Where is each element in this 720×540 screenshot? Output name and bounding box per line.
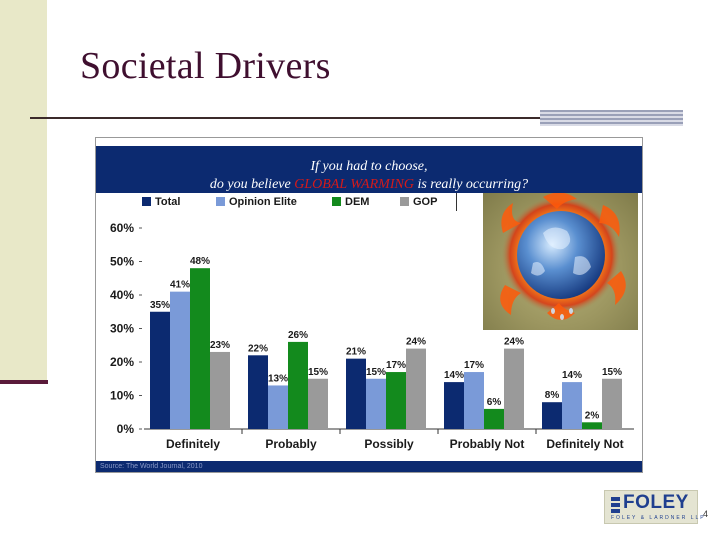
y-tick-label: 60% [110, 221, 134, 235]
side-accent-bar [0, 0, 47, 383]
legend-item-total: Total [142, 196, 180, 208]
title-underline-accent [540, 110, 683, 126]
bar-total-definitely [150, 311, 170, 429]
bar-chart: 0% 10% 20% 30% 40% 50% 60% 35%41% 48% 23% Definite… [110, 221, 634, 451]
bar-dem-definitely-not [582, 422, 602, 429]
chart-legend: Total Opinion Elite DEM GOP [96, 193, 457, 211]
legend-label-total: Total [155, 196, 181, 208]
chart-title-line1: If you had to choose, [310, 159, 428, 174]
legend-item-dem: DEM [332, 196, 369, 208]
x-tick-label: Definitely [166, 437, 220, 451]
data-label: 21% [346, 347, 366, 358]
foley-logo-subtitle: FOLEY & LARDNER LLP [611, 515, 706, 521]
y-tick-label: 10% [110, 389, 134, 403]
data-label: 14% [562, 370, 582, 381]
slide-title: Societal Drivers [80, 45, 331, 87]
bar-dem-probably [288, 341, 308, 429]
side-accent-edge [0, 380, 48, 384]
chart-title-text-end: is really occurring? [413, 177, 529, 192]
data-label: 23% [210, 340, 230, 351]
burning-globe-icon [500, 193, 626, 320]
chart-header: If you had to choose, do you believe GLO… [96, 146, 642, 193]
y-tick-label: 30% [110, 322, 134, 336]
bar-total-probably [248, 355, 268, 429]
bar-dem-definitely [190, 268, 210, 429]
bar-gop-probably-not [504, 348, 524, 429]
foley-logo-mark-icon [611, 497, 620, 515]
data-label: 8% [545, 390, 560, 401]
data-label: 2% [585, 410, 600, 421]
bar-opinion-elite-probably-not [464, 372, 484, 429]
bar-total-probably-not [444, 382, 464, 429]
bar-opinion-elite-definitely [170, 291, 190, 429]
bar-gop-definitely [210, 351, 230, 429]
data-label: 26% [288, 330, 308, 341]
y-tick-label: 0% [117, 422, 135, 436]
bar-total-possibly [346, 358, 366, 429]
data-label: 14% [444, 370, 464, 381]
data-label: 24% [406, 337, 426, 348]
data-label: 6% [487, 397, 502, 408]
title-underline [30, 117, 540, 119]
legend-item-gop: GOP [400, 196, 437, 208]
source-band: Source: The World Journal, 2010 [96, 461, 642, 472]
legend-swatch-total [142, 197, 151, 206]
chart-source: Source: The World Journal, 2010 [100, 463, 203, 470]
foley-logo: FOLEY FOLEY & LARDNER LLP [604, 490, 704, 524]
y-tick-label: 20% [110, 355, 134, 369]
legend-swatch-dem [332, 197, 341, 206]
data-label: 15% [366, 367, 386, 378]
data-label: 22% [248, 343, 268, 354]
legend-item-opinion-elite: Opinion Elite [216, 196, 297, 208]
bar-total-definitely-not [542, 402, 562, 429]
chart-title-text-start: do you believe [209, 177, 295, 192]
x-tick-label: Probably [265, 437, 317, 451]
y-tick-label: 40% [110, 288, 134, 302]
data-label: 41% [170, 280, 190, 291]
x-tick-label: Definitely Not [546, 437, 623, 451]
bar-gop-possibly [406, 348, 426, 429]
x-tick-label: Possibly [364, 437, 414, 451]
data-label: 15% [308, 367, 328, 378]
data-label: 48% [190, 256, 210, 267]
bar-dem-possibly [386, 372, 406, 429]
legend-swatch-gop [400, 197, 409, 206]
data-label: 35% [150, 300, 170, 311]
data-label: 15% [602, 367, 622, 378]
chart-panel: If you had to choose, do you believe GLO… [96, 138, 642, 472]
bar-gop-probably [308, 378, 328, 429]
legend-label-gop: GOP [413, 196, 438, 208]
legend-label-opinion-elite: Opinion Elite [229, 196, 297, 208]
bar-opinion-elite-probably [268, 385, 288, 429]
data-label: 24% [504, 337, 524, 348]
bar-dem-probably-not [484, 408, 504, 429]
chart-title-highlight: GLOBAL WARMING [294, 177, 414, 192]
chart-title-line2: do you believe GLOBAL WARMING is really … [96, 177, 642, 193]
x-tick-label: Probably Not [450, 437, 525, 451]
bar-opinion-elite-possibly [366, 378, 386, 429]
y-tick-label: 50% [110, 255, 134, 269]
foley-logo-text: FOLEY [623, 492, 689, 513]
bar-gop-definitely-not [602, 378, 622, 429]
bar-opinion-elite-definitely-not [562, 382, 582, 429]
legend-swatch-opinion-elite [216, 197, 225, 206]
data-label: 17% [464, 360, 484, 371]
data-label: 13% [268, 373, 288, 384]
page-number: 4 [703, 509, 709, 519]
burning-globe-image [483, 193, 638, 330]
legend-label-dem: DEM [345, 196, 370, 208]
data-label: 17% [386, 360, 406, 371]
